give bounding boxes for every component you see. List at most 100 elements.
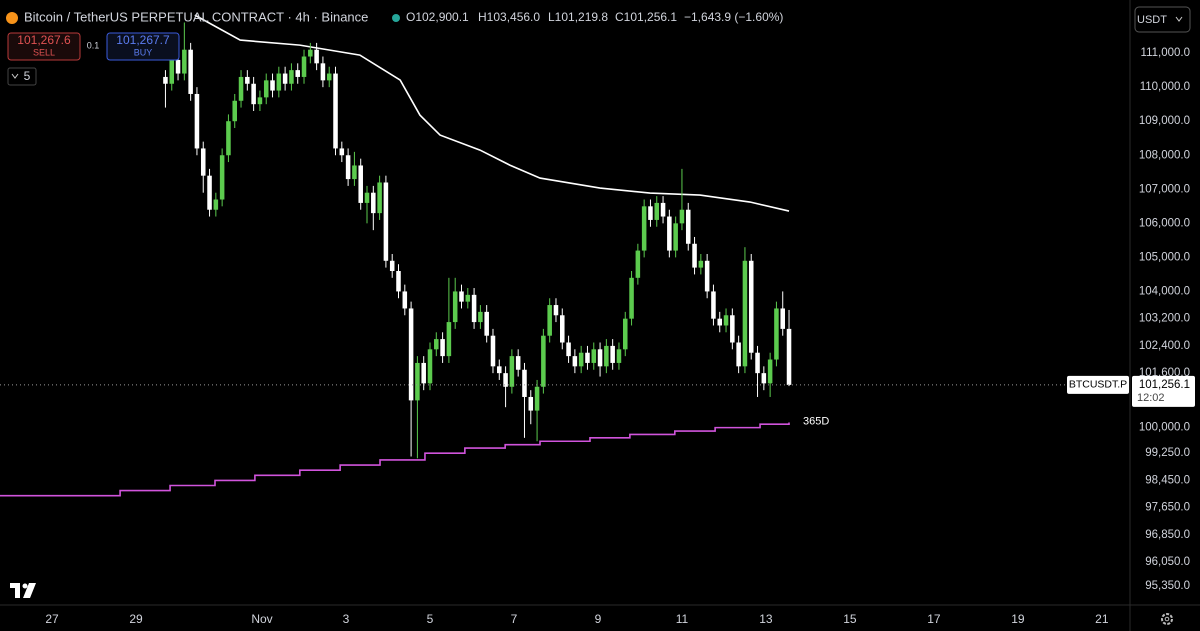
candle-body [723, 315, 729, 326]
candle-body [471, 294, 477, 323]
candle-body [528, 396, 534, 411]
buy-price: 101,267.7 [116, 33, 170, 47]
candle-body [421, 362, 426, 384]
sell-label: SELL [33, 47, 55, 57]
candle-body [635, 250, 641, 278]
candle-body [522, 369, 527, 397]
candle-body [547, 305, 552, 336]
candle-body [251, 83, 256, 105]
x-tick-label: 5 [427, 612, 434, 626]
ohlc-change: −1,643.9 (−1.60%) [684, 10, 783, 24]
candle-body [289, 70, 294, 84]
x-tick-label: 17 [927, 612, 941, 626]
candle-body [490, 335, 496, 367]
candle-body [226, 121, 231, 156]
plot-area: 365D [0, 14, 1130, 497]
candle-body [402, 291, 408, 309]
x-tick-label: 7 [511, 612, 518, 626]
candle-body [440, 339, 445, 357]
candle-body [654, 202, 660, 220]
candle-body [578, 352, 584, 367]
candle-body [478, 311, 483, 323]
candle-body [238, 76, 244, 101]
candle-body [326, 73, 332, 81]
candle-body [509, 356, 515, 387]
candle-body [408, 308, 414, 401]
y-tick-label: 103,200.0 [1139, 313, 1190, 325]
x-tick-label: 11 [676, 612, 689, 626]
candle-body [585, 352, 590, 363]
candle-body [339, 148, 345, 156]
y-tick-label: 100,000.0 [1139, 422, 1190, 434]
candle-body [415, 362, 420, 401]
candle-body [641, 206, 647, 251]
candle-body [245, 76, 250, 84]
buy-label: BUY [134, 47, 153, 57]
y-tick-label: 98,450.0 [1145, 474, 1190, 486]
sell-button[interactable]: 101,267.6 SELL [7, 32, 81, 61]
logo-part [22, 583, 28, 589]
candle-body [396, 271, 401, 292]
candle-body [566, 342, 571, 357]
gear-icon [1161, 613, 1173, 625]
line-label: 365D [803, 415, 829, 427]
candle-body [755, 352, 760, 374]
candle-body [742, 260, 748, 367]
candle-body [219, 155, 225, 200]
indicators-toggle[interactable]: 5 [7, 67, 37, 86]
y-tick-label: 102,400.0 [1139, 340, 1190, 352]
x-tick-label: 27 [45, 612, 59, 626]
y-tick-label: 96,050.0 [1145, 556, 1190, 568]
candle-body [352, 165, 357, 180]
candle-body [786, 328, 792, 385]
y-tick-label: 104,000.0 [1139, 285, 1190, 297]
candle-body [660, 202, 666, 217]
indicator-line [194, 14, 790, 212]
y-tick-label: 108,000.0 [1139, 149, 1190, 161]
candle-body [169, 59, 175, 84]
candle-body [257, 97, 263, 105]
candle-body [200, 148, 206, 176]
x-tick-label: Nov [251, 612, 272, 626]
currency-label: USDT [1137, 14, 1167, 26]
currency-button[interactable]: USDT [1134, 6, 1191, 33]
candle-body [698, 260, 704, 268]
candle-body [541, 335, 546, 387]
candle-body [364, 192, 370, 203]
tv-logo[interactable] [10, 583, 36, 598]
y-tick-label: 107,000.0 [1139, 183, 1190, 195]
candle-body [629, 277, 634, 319]
settings-button[interactable] [1161, 613, 1173, 625]
candle-body [597, 349, 603, 367]
candle-body [389, 260, 395, 272]
y-tick-label: 109,000.0 [1139, 115, 1190, 127]
candle-body [182, 49, 187, 74]
candle-body [175, 59, 181, 74]
candle-body [774, 308, 779, 360]
candle-body [194, 93, 200, 149]
symbol-title[interactable]: Bitcoin / TetherUS PERPETUAL CONTRACT · … [24, 9, 368, 24]
candle-body [459, 291, 464, 302]
coin-icon [6, 12, 18, 24]
candle-body [320, 63, 326, 81]
candle-body [591, 349, 597, 363]
candle-body [314, 49, 319, 64]
sell-price: 101,267.6 [17, 33, 71, 47]
candle-body [446, 322, 452, 357]
x-tick-label: 13 [759, 612, 773, 626]
order-quantity[interactable]: 0.1 [87, 40, 100, 50]
sell-box [7, 32, 81, 61]
candle-body [484, 311, 489, 336]
candle-body [263, 80, 269, 98]
candle-body [648, 206, 653, 220]
countdown-label: 12:02 [1137, 392, 1165, 404]
buy-button[interactable]: 101,267.7 BUY [106, 32, 180, 61]
ohlc-close: C101,256.1 [615, 10, 677, 24]
status-dot [392, 14, 400, 22]
x-tick-label: 29 [129, 612, 143, 626]
symbol-tag [1067, 375, 1129, 394]
candle-body [736, 342, 741, 367]
y-tick-label: 106,000.0 [1139, 217, 1190, 229]
